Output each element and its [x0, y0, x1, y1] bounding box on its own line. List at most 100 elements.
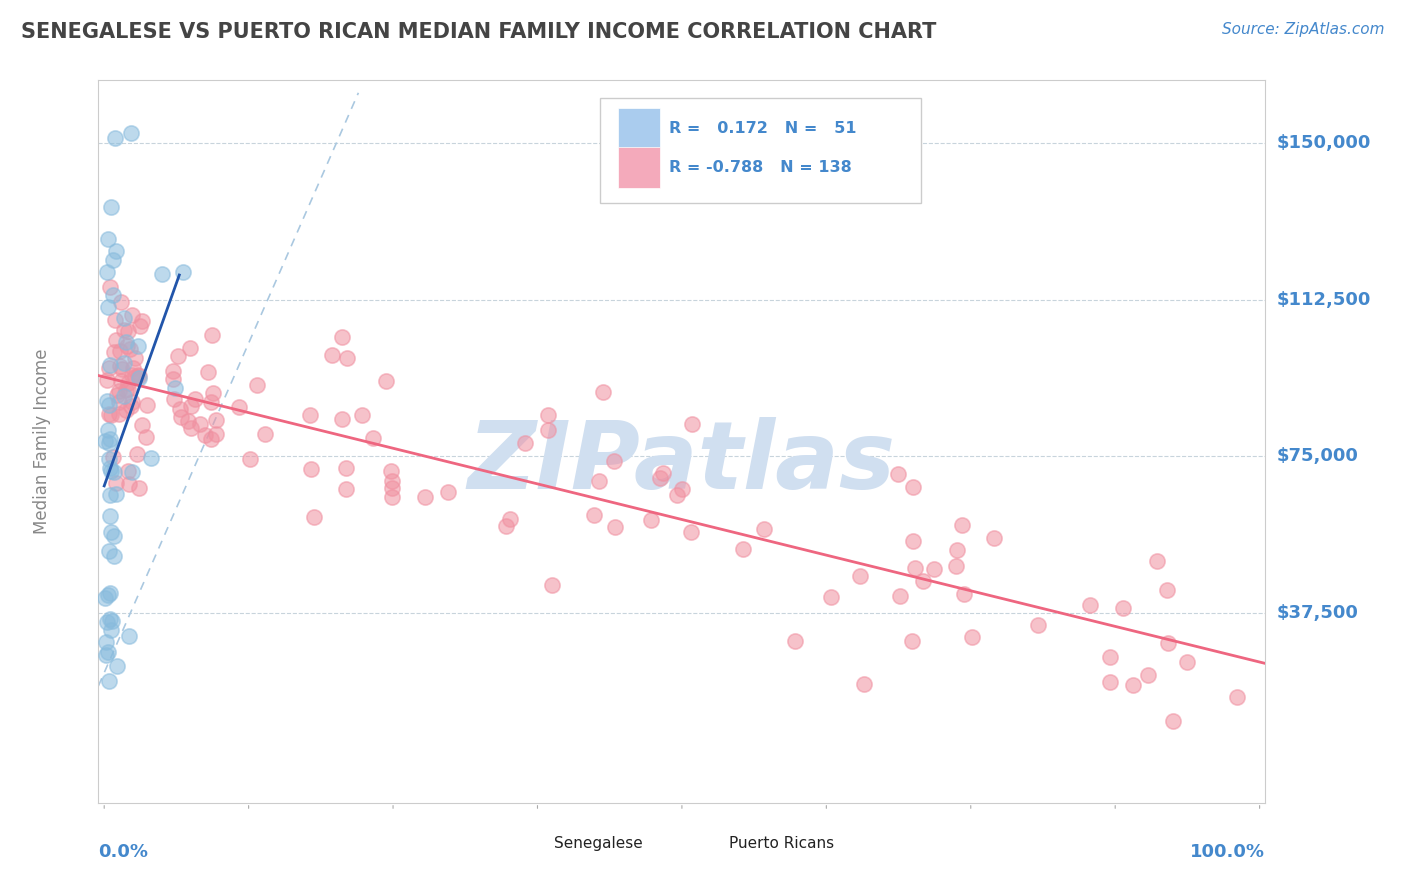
- Point: [129, 319, 152, 334]
- Point: [98, 452, 121, 467]
- Point: [124, 370, 146, 384]
- Point: [128, 371, 150, 385]
- Point: [946, 543, 969, 558]
- Point: [121, 395, 143, 409]
- Point: [101, 287, 124, 301]
- Point: [112, 356, 135, 370]
- Point: [299, 409, 322, 423]
- Point: [96, 615, 118, 629]
- Point: [110, 295, 132, 310]
- Point: [162, 372, 184, 386]
- Point: [162, 364, 184, 378]
- Text: Senegalese: Senegalese: [554, 836, 643, 851]
- Point: [110, 359, 132, 373]
- Point: [169, 410, 191, 425]
- Point: [112, 310, 135, 325]
- Point: [97, 423, 120, 437]
- Point: [110, 362, 132, 376]
- Point: [103, 345, 125, 359]
- Point: [205, 413, 228, 427]
- Point: [681, 524, 703, 539]
- Point: [104, 333, 127, 347]
- Point: [666, 488, 689, 502]
- Point: [1175, 655, 1198, 669]
- Text: $150,000: $150,000: [1277, 134, 1371, 152]
- Point: [166, 350, 188, 364]
- Point: [110, 374, 132, 388]
- Point: [179, 341, 201, 355]
- Point: [98, 674, 121, 689]
- Point: [681, 417, 703, 431]
- Point: [163, 381, 186, 395]
- Point: [100, 623, 122, 637]
- Point: [117, 382, 139, 396]
- Point: [228, 400, 250, 414]
- Point: [180, 399, 202, 413]
- Point: [1136, 668, 1159, 682]
- Point: [200, 395, 222, 409]
- Point: [1099, 675, 1122, 690]
- Point: [98, 586, 121, 600]
- FancyBboxPatch shape: [516, 828, 550, 858]
- FancyBboxPatch shape: [600, 98, 921, 203]
- Point: [361, 431, 384, 445]
- Text: 100.0%: 100.0%: [1191, 843, 1265, 861]
- Point: [115, 403, 138, 417]
- Point: [135, 430, 157, 444]
- Point: [650, 471, 672, 485]
- Point: [605, 520, 627, 534]
- Point: [1157, 635, 1180, 649]
- Point: [100, 614, 122, 628]
- Point: [201, 327, 224, 342]
- Text: Median Family Income: Median Family Income: [34, 349, 52, 534]
- Point: [201, 386, 224, 401]
- Point: [960, 631, 983, 645]
- Text: $112,500: $112,500: [1277, 291, 1371, 309]
- Point: [183, 392, 205, 406]
- Point: [103, 253, 125, 268]
- Point: [131, 418, 153, 433]
- Point: [1099, 649, 1122, 664]
- FancyBboxPatch shape: [617, 147, 659, 188]
- FancyBboxPatch shape: [692, 828, 725, 858]
- Point: [100, 409, 122, 423]
- FancyBboxPatch shape: [617, 109, 659, 149]
- Point: [495, 518, 517, 533]
- Point: [335, 482, 357, 496]
- Point: [135, 398, 157, 412]
- Point: [1156, 582, 1178, 597]
- Point: [94, 591, 117, 606]
- Point: [1146, 554, 1168, 568]
- Point: [188, 417, 211, 431]
- Point: [105, 388, 128, 402]
- Point: [124, 351, 146, 365]
- Point: [117, 376, 139, 391]
- Point: [117, 324, 139, 338]
- Point: [1026, 617, 1049, 632]
- Point: [1078, 598, 1101, 612]
- Point: [108, 408, 131, 422]
- Point: [97, 398, 120, 412]
- Point: [1122, 678, 1144, 692]
- Point: [98, 279, 121, 293]
- Text: $75,000: $75,000: [1277, 447, 1358, 465]
- Point: [588, 474, 610, 488]
- Point: [853, 677, 876, 691]
- Point: [889, 589, 911, 603]
- Point: [239, 452, 262, 467]
- Point: [127, 368, 149, 383]
- Point: [180, 421, 202, 435]
- Point: [97, 232, 120, 246]
- Point: [121, 466, 143, 480]
- Point: [97, 588, 120, 602]
- Point: [94, 434, 117, 448]
- Point: [952, 587, 974, 601]
- Point: [118, 477, 141, 491]
- Text: Puerto Ricans: Puerto Ricans: [728, 836, 834, 851]
- Point: [302, 509, 325, 524]
- Point: [783, 634, 806, 648]
- Point: [100, 464, 122, 478]
- Point: [100, 524, 122, 539]
- Point: [128, 481, 150, 495]
- Point: [200, 432, 222, 446]
